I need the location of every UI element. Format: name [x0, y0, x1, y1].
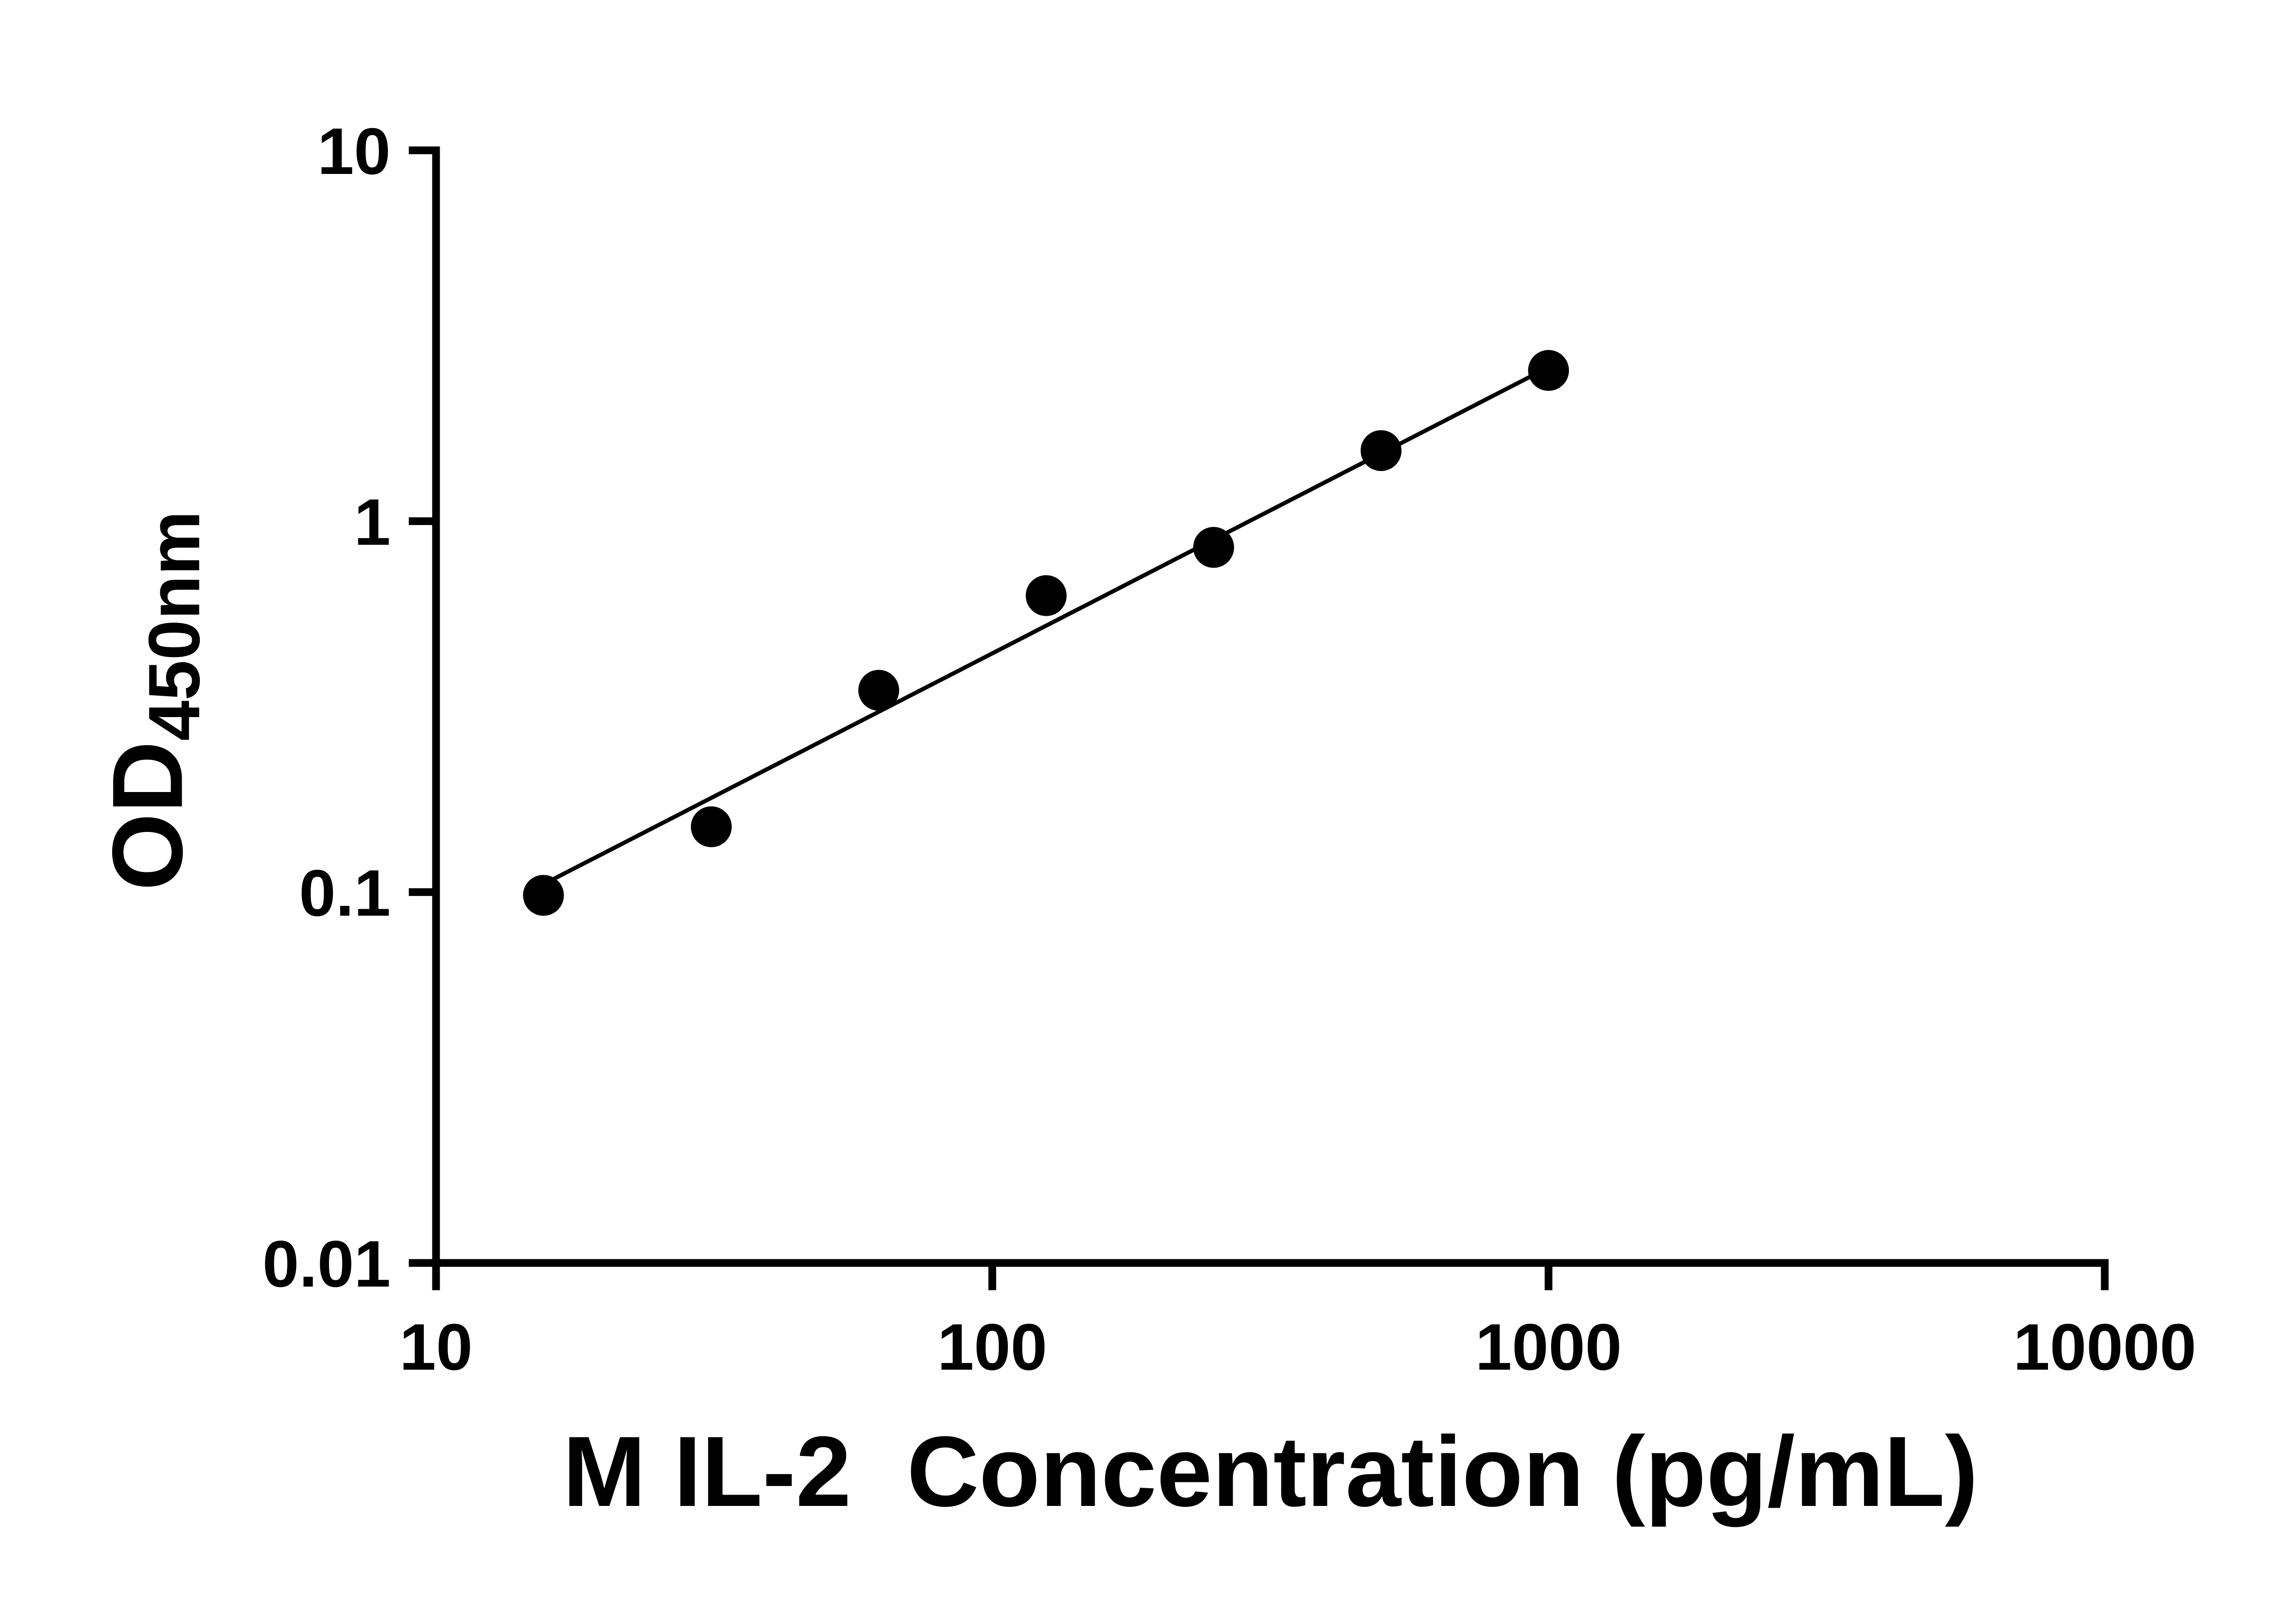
y-tick-label: 0.1 — [299, 856, 391, 930]
data-point — [858, 670, 899, 711]
y-axis-title-main: OD — [91, 741, 203, 891]
y-tick-label: 1 — [354, 485, 391, 559]
x-axis-title: M IL-2 Concentration (pg/mL) — [562, 1416, 1978, 1527]
data-point — [691, 806, 732, 847]
data-point — [1193, 527, 1235, 568]
x-tick-label: 1000 — [1475, 1310, 1622, 1384]
y-tick-label: 0.01 — [263, 1227, 391, 1301]
data-point — [1360, 430, 1402, 471]
x-tick-label: 10000 — [2013, 1310, 2196, 1384]
y-axis-title-subscript: 450nm — [133, 510, 215, 741]
data-point — [1026, 575, 1067, 616]
y-axis-title: OD450nm — [92, 511, 215, 891]
y-tick-label: 10 — [317, 114, 391, 188]
x-tick-label: 100 — [937, 1310, 1047, 1384]
x-tick-label: 10 — [399, 1310, 472, 1384]
data-point — [523, 875, 564, 916]
data-point — [1528, 350, 1569, 391]
